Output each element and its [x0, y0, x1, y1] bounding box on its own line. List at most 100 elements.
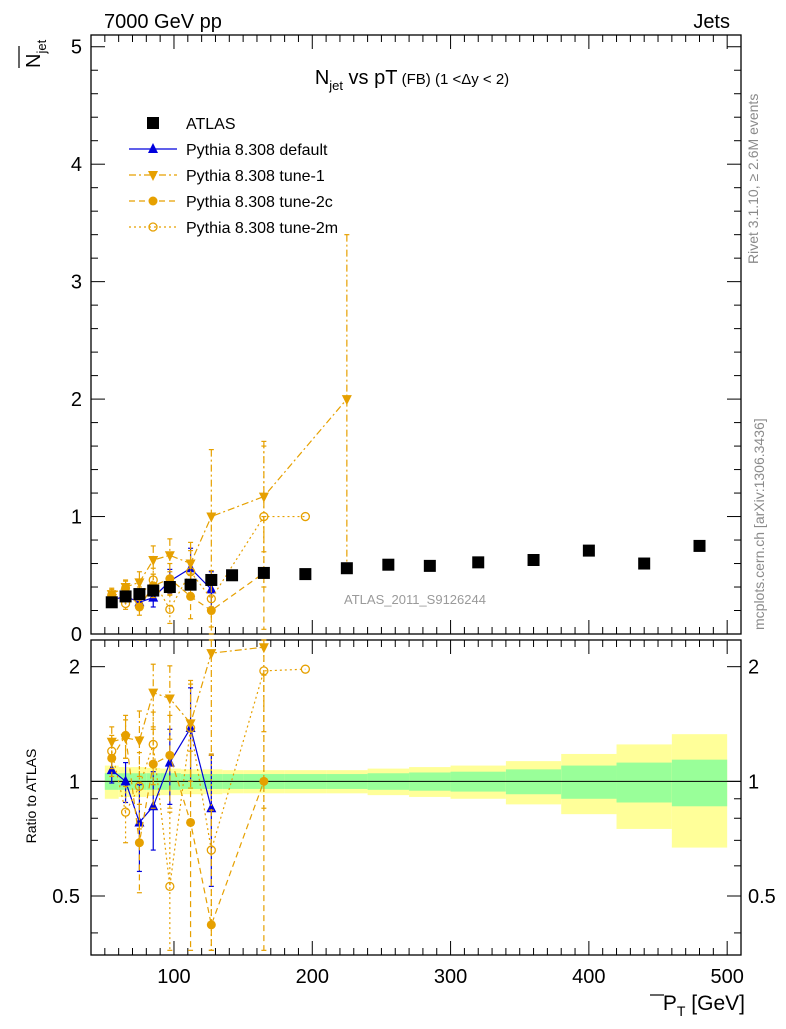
main-pythia-8-308-tune-2c-point	[186, 591, 196, 601]
legend-marker	[148, 143, 158, 153]
ratio-pythia-8-308-default-point	[120, 775, 131, 786]
main-atlas-point	[638, 557, 651, 570]
ratio-ylabel: Ratio to ATLAS	[23, 749, 39, 844]
title-small: (FB)	[397, 71, 430, 88]
main-y-tick-label: 3	[71, 272, 82, 294]
ratio-pythia-8-308-tune-2m-point	[120, 807, 131, 817]
ratio-pythia-8-308-tune-1-point	[206, 649, 217, 660]
main-atlas-point	[582, 544, 595, 557]
ratio-pythia-8-308-tune-2m-point	[107, 746, 117, 756]
header-right-text: Jets	[693, 11, 730, 33]
ratio-pythia-8-308-tune-1-point	[258, 643, 269, 654]
ratio-pythia-8-308-tune-2m-point	[259, 666, 269, 676]
main-ylabel: Njet	[18, 39, 49, 68]
xlabel-sub: T	[677, 1003, 686, 1019]
main-pythia-8-308-tune-2m-point	[165, 604, 175, 614]
main-atlas-point	[693, 539, 706, 552]
ratio-y-tick-label-right: 2	[748, 657, 759, 679]
main-atlas-point	[340, 562, 353, 575]
band-inner-segment	[671, 759, 728, 807]
header-left-text: 7000 GeV pp	[104, 11, 222, 33]
ratio-frame	[90, 639, 742, 956]
main-atlas-point	[382, 558, 395, 571]
ratio-pythia-8-308-tune-2m-point	[300, 664, 311, 674]
main-atlas-point	[226, 569, 239, 582]
title-sub: jet	[328, 78, 343, 93]
ratio-pythia-8-308-tune-1-point	[148, 688, 159, 699]
ratio-pythia-8-308-tune-2c-point	[121, 730, 131, 740]
main-atlas-point	[147, 584, 160, 597]
ratio-y-tick-label-right: 0.5	[748, 886, 776, 908]
ratio-pythia-8-308-tune-2c-point	[134, 838, 144, 848]
main-pythia-8-308-tune-2c-point	[134, 602, 144, 612]
band-inner-segment	[561, 765, 617, 799]
main-pythia-8-308-tune-1-point	[134, 578, 145, 589]
ratio-pythia-8-308-tune-1-point	[164, 694, 175, 705]
main-pythia-8-308-tune-2c-point	[206, 606, 216, 616]
ratio-y-tick-label: 2	[69, 657, 80, 679]
legend-marker	[147, 117, 159, 129]
main-pythia-8-308-tune-2m-point	[300, 511, 311, 522]
ratio-y-tick-label-right: 1	[748, 771, 759, 793]
main-atlas-point	[472, 556, 485, 569]
ratio-pythia-8-308-tune-2m-point	[134, 781, 145, 792]
title-range: (1 <Δy < 2)	[431, 71, 509, 88]
xlabel-text: PT [GeV]	[663, 992, 745, 1019]
x-tick-label: 400	[572, 966, 605, 988]
xlabel: PT [GeV]	[650, 992, 745, 1019]
legend-label: Pythia 8.308 tune-1	[186, 168, 325, 185]
main-atlas-point	[163, 581, 176, 594]
legend-label: ATLAS	[186, 116, 236, 133]
legend-label: Pythia 8.308 tune-2c	[186, 194, 333, 211]
main-atlas-point	[205, 573, 218, 586]
main-pythia-8-308-tune-1-line	[111, 398, 348, 595]
main-atlas-point	[184, 578, 197, 591]
legend-label: Pythia 8.308 tune-2m	[186, 220, 338, 237]
main-pythia-8-308-tune-1-point	[164, 551, 175, 562]
main-pythia-8-308-tune-2m-point	[259, 511, 269, 522]
ratio-pythia-8-308-tune-2m-point	[148, 739, 158, 750]
ratio-pythia-8-308-tune-2c-point	[107, 753, 117, 763]
rivet-side-text: Rivet 3.1.10, ≥ 2.6M events	[745, 94, 761, 264]
main-pythia-8-308-tune-1-point	[148, 556, 159, 567]
main-y-tick-label: 4	[71, 154, 82, 176]
main-atlas-point	[257, 566, 270, 579]
chart-marks: 100 200 300 400 500 0 1 2 3 4 5 0.5 0.5 1 1 2 2 ATLAS Pyth…	[52, 34, 776, 988]
main-atlas-point	[133, 588, 146, 601]
main-atlas-point	[423, 559, 436, 572]
ratio-pythia-8-308-tune-2m-point	[206, 845, 216, 855]
ratio-pythia-8-308-tune-2c-point	[186, 817, 196, 827]
title-main: N	[315, 67, 329, 89]
x-tick-label: 500	[710, 966, 743, 988]
ylabel-main: N	[23, 54, 45, 68]
xlabel-unit: [GeV]	[685, 992, 745, 1015]
ylabel-sub: jet	[34, 39, 49, 54]
chart-title: Njet vs pT (FB) (1 <Δy < 2)	[315, 67, 509, 93]
xlabel-main: P	[663, 992, 677, 1015]
main-atlas-point	[119, 590, 132, 603]
ratio-pythia-8-308-tune-2c-point	[165, 750, 175, 760]
watermark-text: ATLAS_2011_S9126244	[344, 592, 486, 607]
main-y-tick-label: 0	[71, 624, 82, 646]
main-pythia-8-308-tune-1-point	[206, 512, 217, 523]
x-tick-label: 200	[296, 966, 329, 988]
ylabel-text: Njet	[23, 39, 49, 68]
x-tick-label: 300	[434, 966, 467, 988]
legend-marker	[148, 196, 158, 206]
main-pythia-8-308-tune-2m-point	[148, 575, 158, 585]
mcplots-side-text: mcplots.cern.ch [arXiv:1306.3436]	[751, 418, 767, 630]
ratio-y-tick-label: 1	[69, 771, 80, 793]
ratio-pythia-8-308-tune-1-point	[134, 736, 145, 747]
main-pythia-8-308-tune-2m-point	[206, 594, 216, 604]
legend-marker	[148, 171, 158, 181]
main-y-tick-label: 2	[71, 389, 82, 411]
x-tick-label: 100	[157, 966, 190, 988]
main-y-tick-label: 1	[71, 507, 82, 529]
main-atlas-point	[299, 568, 312, 581]
main-frame	[90, 34, 742, 635]
legend-marker	[148, 222, 158, 232]
ratio-pythia-8-308-tune-2m-point	[185, 723, 196, 733]
ratio-pythia-8-308-tune-2c-line	[111, 733, 265, 928]
